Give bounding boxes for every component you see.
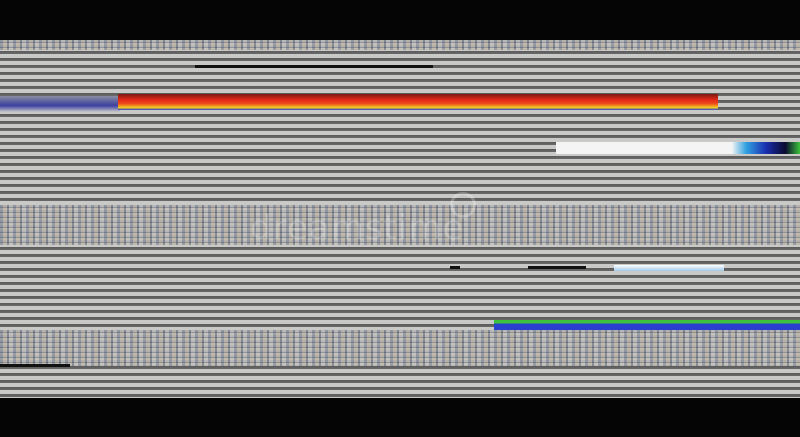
watermark: dreamstime (250, 208, 465, 248)
noise-band-bottom (0, 330, 800, 366)
noise-band-middle (0, 205, 800, 245)
watermark-logo-icon (450, 192, 476, 218)
glitch-dash (528, 266, 586, 269)
glitch-bar-light-blue (614, 265, 724, 271)
glitch-fragment-left (0, 96, 120, 112)
glitch-bar-green-blue (494, 320, 800, 330)
glitch-dash (450, 266, 460, 269)
glitch-line (195, 65, 433, 68)
noise-band-top (0, 40, 800, 50)
glitch-line (0, 364, 70, 367)
glitch-bar-red (118, 94, 718, 110)
glitch-bar-white-blue (556, 142, 800, 154)
